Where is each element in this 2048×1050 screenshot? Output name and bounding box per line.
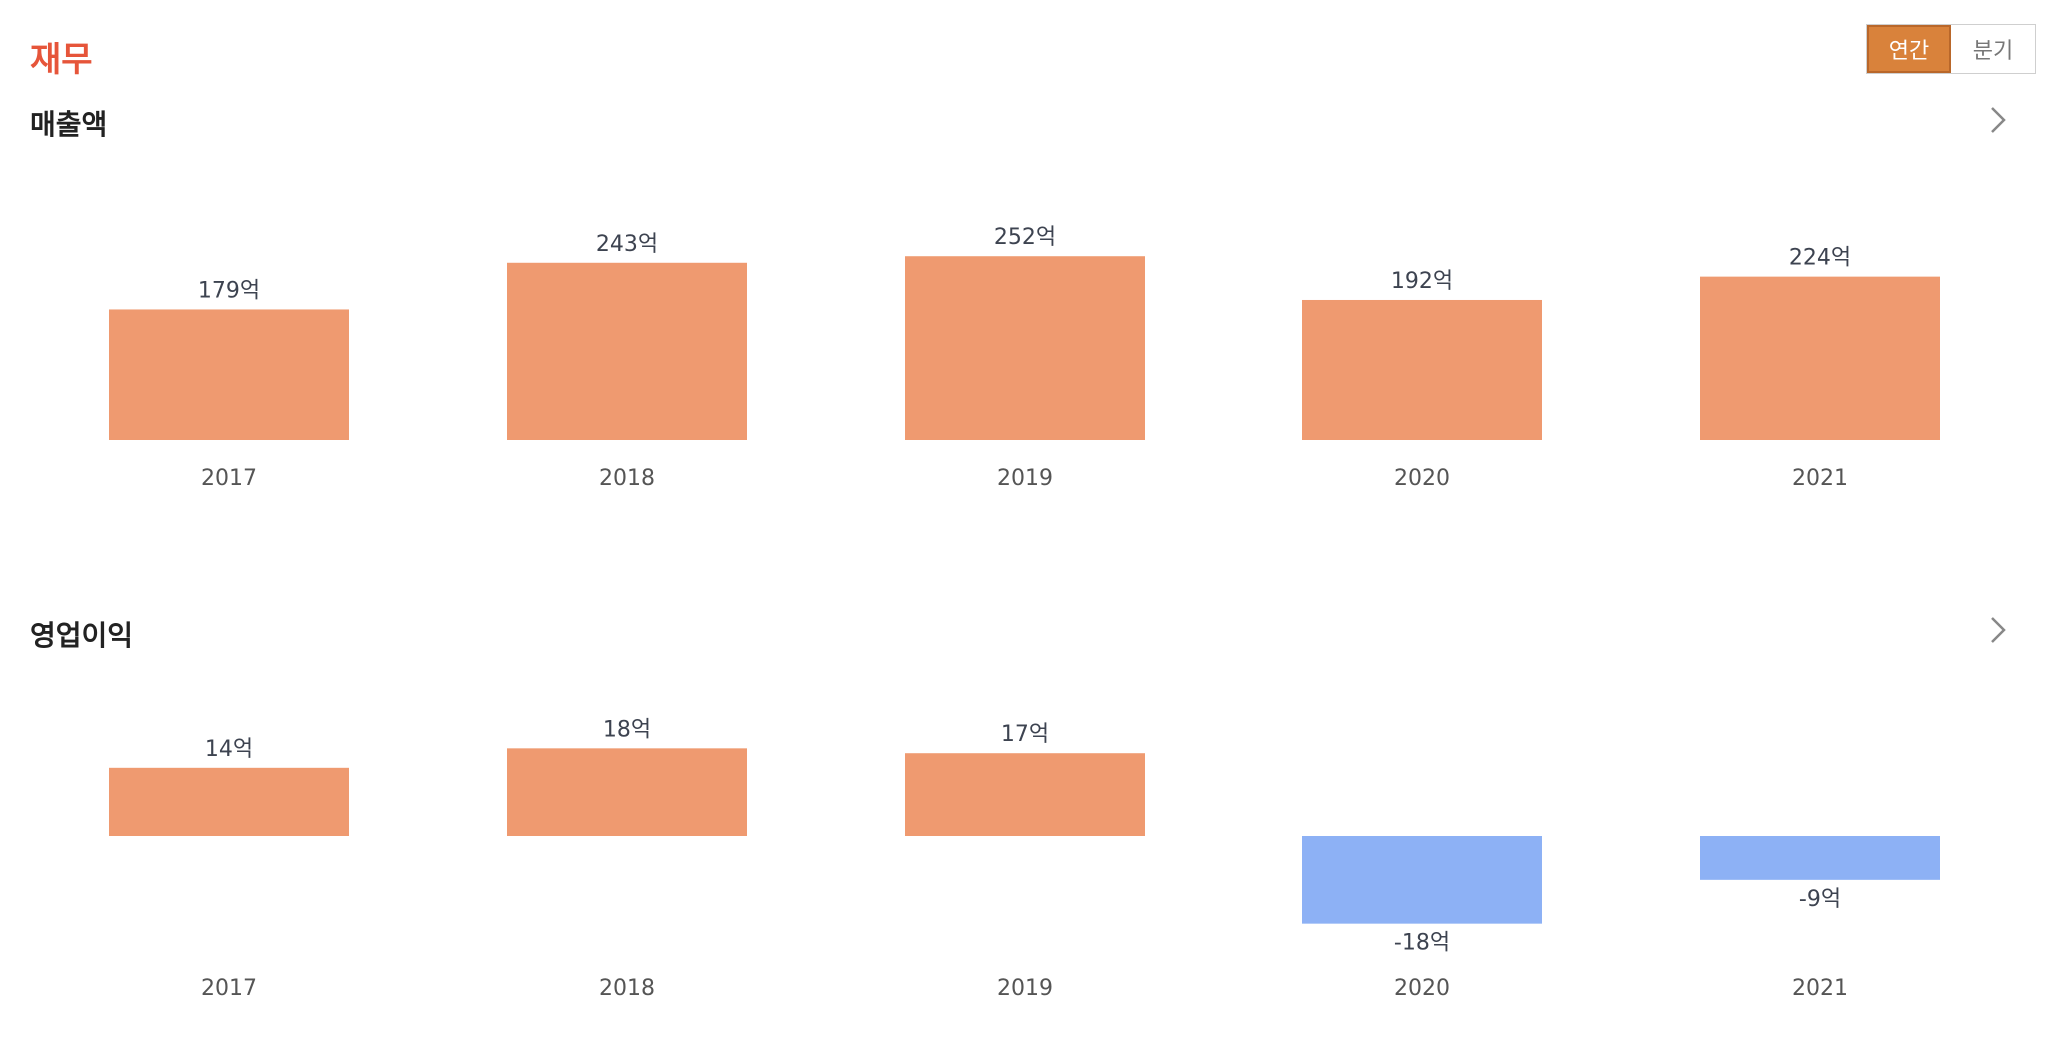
bar[interactable] <box>1302 836 1542 924</box>
bar[interactable] <box>507 748 747 836</box>
revenue-title: 매출액 <box>30 108 108 141</box>
bar[interactable] <box>507 262 747 440</box>
annual-tab[interactable]: 연간 <box>1867 25 1951 73</box>
data-label: 18억 <box>603 717 651 742</box>
x-tick-label: 2017 <box>201 466 257 491</box>
bar[interactable] <box>1302 299 1542 440</box>
data-label: 243억 <box>596 232 658 257</box>
bar[interactable] <box>905 256 1145 440</box>
chevron-right-icon[interactable] <box>1988 104 2008 136</box>
section-title: 재무 <box>30 40 93 80</box>
revenue-chart: 179억 2017 243억 2018 252억 2019 192억 2020 224억 2021 <box>109 225 1940 491</box>
x-tick-label: 2018 <box>599 466 655 491</box>
data-label: 252억 <box>994 225 1056 250</box>
x-tick-label: 2020 <box>1394 466 1450 491</box>
data-label: -9억 <box>1799 887 1841 912</box>
chevron-right-icon[interactable] <box>1988 614 2008 646</box>
data-label: 14억 <box>205 737 253 762</box>
bar[interactable] <box>109 767 349 836</box>
x-tick-label: 2021 <box>1792 976 1848 1001</box>
bar[interactable] <box>1700 276 1940 440</box>
x-tick-label: 2019 <box>997 466 1053 491</box>
data-label: 192억 <box>1391 269 1453 294</box>
data-label: -18억 <box>1394 931 1450 956</box>
data-label: 179억 <box>198 278 260 303</box>
x-tick-label: 2018 <box>599 976 655 1001</box>
x-tick-label: 2017 <box>201 976 257 1001</box>
x-tick-label: 2019 <box>997 976 1053 1001</box>
x-tick-label: 2021 <box>1792 466 1848 491</box>
bar[interactable] <box>905 753 1145 836</box>
bar[interactable] <box>1700 836 1940 880</box>
period-toggle: 연간 분기 <box>1866 24 2036 74</box>
operating-profit-chart: 14억 2017 18억 2018 17억 2019 -18억 2020 -9억 2021 <box>109 717 1940 1001</box>
operating-profit-title: 영업이익 <box>30 619 134 652</box>
data-label: 224억 <box>1789 246 1851 271</box>
bar[interactable] <box>109 309 349 440</box>
x-tick-label: 2020 <box>1394 976 1450 1001</box>
data-label: 17억 <box>1001 722 1049 747</box>
quarterly-tab[interactable]: 분기 <box>1951 25 2035 73</box>
